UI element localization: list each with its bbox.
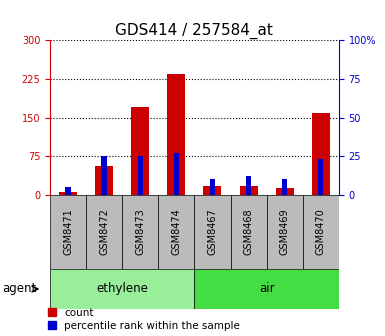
Bar	[276, 188, 294, 195]
Bar	[282, 179, 287, 195]
Text: air: air	[259, 283, 275, 295]
Bar	[303, 195, 339, 269]
Bar	[59, 192, 77, 195]
Text: GSM8467: GSM8467	[208, 208, 218, 255]
Bar	[95, 166, 113, 195]
Legend: count, percentile rank within the sample: count, percentile rank within the sample	[48, 308, 240, 331]
Bar	[266, 195, 303, 269]
Text: GSM8471: GSM8471	[63, 208, 73, 255]
Bar	[50, 195, 86, 269]
Bar	[137, 156, 143, 195]
Text: GSM8474: GSM8474	[171, 208, 181, 255]
Bar	[102, 156, 107, 195]
Text: GSM8470: GSM8470	[316, 208, 326, 255]
Title: GDS414 / 257584_at: GDS414 / 257584_at	[116, 23, 273, 39]
Bar	[231, 195, 266, 269]
Bar	[239, 186, 258, 195]
Text: ethylene: ethylene	[96, 283, 148, 295]
Bar	[86, 195, 122, 269]
Text: agent: agent	[2, 283, 36, 295]
Text: GSM8469: GSM8469	[280, 209, 290, 255]
Bar	[194, 195, 231, 269]
Bar	[65, 187, 71, 195]
Bar	[131, 107, 149, 195]
Bar	[203, 185, 221, 195]
Bar	[194, 269, 339, 309]
Bar	[318, 159, 323, 195]
Bar	[167, 74, 186, 195]
Text: GSM8473: GSM8473	[135, 208, 145, 255]
Bar	[312, 114, 330, 195]
Bar	[210, 179, 215, 195]
Bar	[50, 269, 194, 309]
Bar	[158, 195, 194, 269]
Text: GSM8472: GSM8472	[99, 208, 109, 255]
Text: GSM8468: GSM8468	[244, 209, 254, 255]
Bar	[246, 176, 251, 195]
Bar	[174, 153, 179, 195]
Bar	[122, 195, 158, 269]
